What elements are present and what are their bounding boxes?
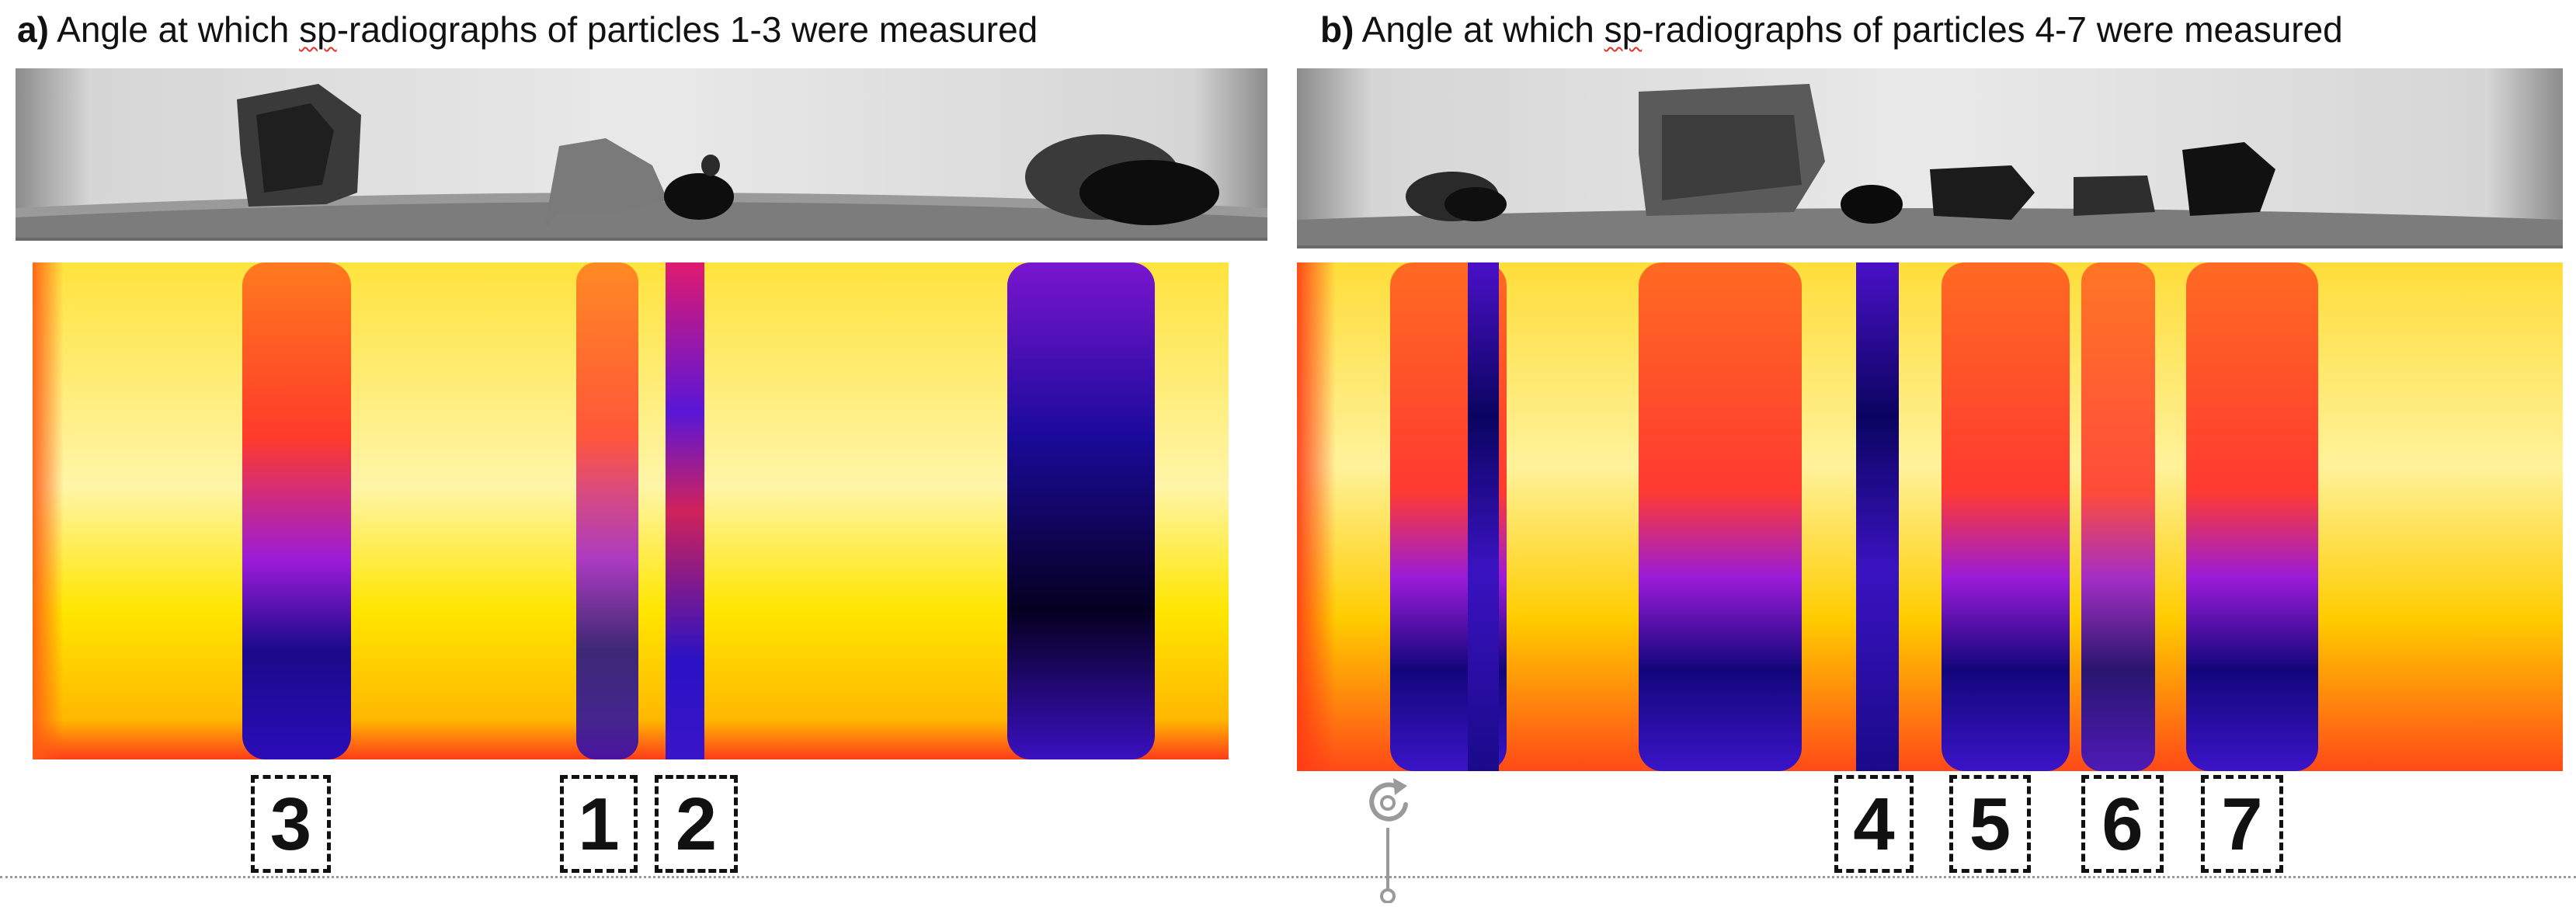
particle-label-7: 7 — [2201, 775, 2283, 873]
panel-a-title-after: -radiographs of particles 1-3 were measu… — [336, 9, 1038, 50]
panel-b-prefix: b) — [1320, 9, 1354, 50]
panel-a-radiograph-image — [16, 68, 1267, 241]
panel-a-prefix: a) — [17, 9, 49, 50]
panel-b-title-flagged: sp — [1604, 9, 1643, 50]
particle-label-5: 5 — [1949, 775, 2031, 873]
selection-border — [0, 876, 2576, 878]
particle-label-6: 6 — [2081, 775, 2164, 873]
panel-a-title-before: Angle at which — [48, 9, 300, 50]
rotate-handle-icon[interactable] — [1361, 773, 1415, 904]
particle-label-3: 3 — [251, 775, 331, 873]
particle-label-1: 1 — [560, 775, 638, 873]
panel-b-title-before: Angle at which — [1354, 9, 1604, 50]
panel-b-heatmap-image — [1297, 262, 2563, 771]
particle-label-2: 2 — [655, 775, 738, 873]
panel-b-title-after: -radiographs of particles 4-7 were measu… — [1642, 9, 2343, 50]
panel-b-title: b) Angle at which sp-radiographs of part… — [1320, 6, 2343, 53]
particle-label-4: 4 — [1834, 775, 1914, 873]
panel-a-title-flagged: sp — [299, 9, 337, 50]
panel-b-radiograph-image — [1297, 68, 2563, 248]
panel-a-title: a) Angle at which sp-radiographs of part… — [17, 6, 1038, 53]
panel-a-heatmap-image — [33, 262, 1229, 759]
